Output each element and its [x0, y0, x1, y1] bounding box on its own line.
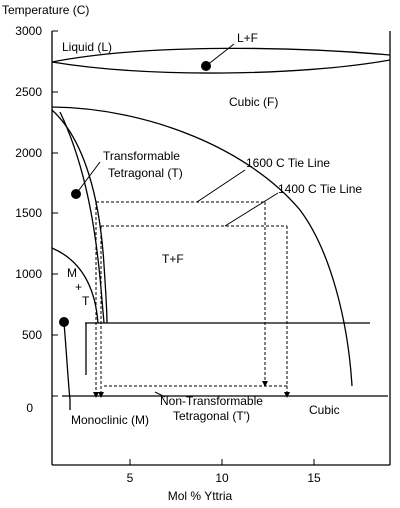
x-tick-10: 10 [215, 471, 229, 485]
label-lf: L+F [237, 31, 258, 45]
t-f-lower-boundary [59, 111, 105, 324]
marker-lf [201, 61, 211, 71]
y-tick-0: 0 [26, 401, 33, 415]
leader-lines [75, 43, 279, 398]
label-m-plus: + [75, 280, 82, 294]
x-tick-5: 5 [127, 471, 134, 485]
y-axis-title: Temperature (C) [2, 3, 89, 17]
leader-1600 [196, 169, 246, 203]
leader-1400 [224, 192, 279, 227]
tie-lines [95, 201, 288, 392]
cubic-boundary [51, 106, 353, 387]
label-m: M [67, 266, 77, 280]
label-tetragonal-t-prime: Tetragonal (T') [173, 409, 250, 423]
arrow-head-2 [98, 392, 104, 398]
y-tick-1500: 1500 [15, 206, 42, 220]
arrow-head-4 [284, 392, 290, 398]
x-tick-labels: 5 10 15 [127, 471, 321, 485]
label-monoclinic: Monoclinic (M) [71, 413, 149, 427]
label-nontransformable: Non-Transformable [160, 394, 263, 408]
tick-marks [52, 30, 315, 465]
y-tick-2000: 2000 [15, 146, 42, 160]
label-1600-tie-line: 1600 C Tie Line [246, 156, 330, 170]
arrow-heads [93, 381, 290, 398]
y-tick-500: 500 [22, 328, 42, 342]
y-tick-2500: 2500 [15, 85, 42, 99]
tetragonal-boundary [51, 109, 108, 324]
leader-lf [205, 43, 235, 67]
label-transformable: Transformable [103, 149, 180, 163]
label-m-t: T [82, 294, 90, 308]
marker-monoclinic [59, 317, 69, 327]
x-axis-title: Mol % Yttria [168, 489, 233, 503]
y-tick-3000: 3000 [15, 24, 42, 38]
m-t-boundary [51, 247, 99, 324]
label-cubic-f: Cubic (F) [229, 95, 278, 109]
leader-transformable [75, 161, 101, 195]
label-1400-tie-line: 1400 C Tie Line [278, 182, 362, 196]
arrow-head-3 [262, 381, 268, 387]
x-tick-15: 15 [307, 471, 321, 485]
marker-transformable [71, 189, 81, 199]
region-labels: Liquid (L) L+F Cubic (F) Transformable T… [62, 31, 362, 427]
label-t-plus-f: T+F [162, 252, 184, 266]
monoclinic-boundary [63, 322, 71, 410]
label-cubic: Cubic [309, 403, 340, 417]
phase-boundaries [51, 47, 391, 410]
liquidus-upper [51, 47, 391, 63]
point-markers [59, 61, 211, 327]
leader-t-prime [154, 391, 166, 398]
y-tick-1000: 1000 [15, 267, 42, 281]
arrow-head-1 [93, 392, 99, 398]
label-liquid: Liquid (L) [62, 40, 112, 54]
liquidus-lower [51, 59, 391, 74]
y-tick-labels: 3000 2500 2000 1500 1000 500 0 [15, 24, 42, 415]
label-tetragonal-t: Tetragonal (T) [108, 166, 183, 180]
